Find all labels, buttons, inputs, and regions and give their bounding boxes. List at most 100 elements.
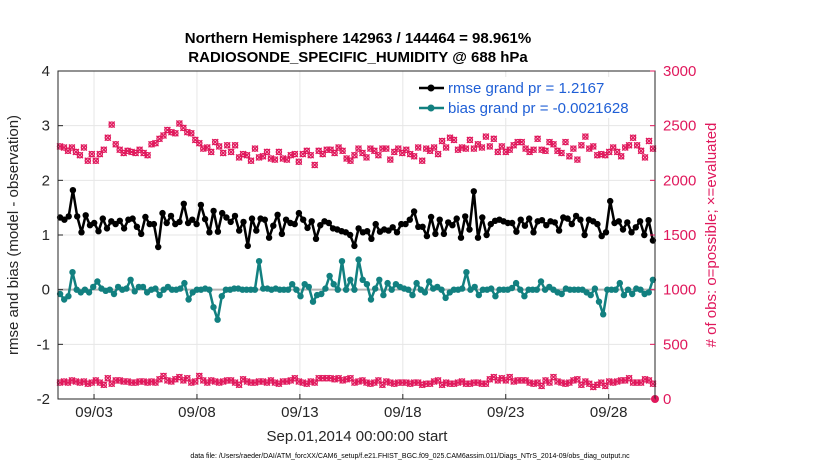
rmse-point	[201, 215, 209, 223]
obs-evaluated-marker-circle	[100, 381, 108, 389]
obs-possible-marker	[633, 142, 641, 149]
rmse-point	[180, 200, 187, 207]
rmse-point	[393, 229, 401, 236]
rmse-point	[645, 217, 652, 224]
obs-count-series	[56, 120, 659, 403]
bias-point	[85, 289, 93, 296]
obs-evaluated-marker	[573, 375, 581, 383]
bias-point	[413, 279, 420, 287]
obs-possible-marker	[470, 145, 478, 152]
bias-point	[558, 290, 565, 298]
obs-possible-cross	[466, 136, 474, 144]
rmse-point	[236, 227, 243, 234]
obs-evaluated-marker	[191, 378, 199, 385]
obs-evaluated-marker-circle	[176, 373, 183, 381]
rmse-point	[253, 227, 260, 234]
bias-point	[421, 289, 429, 296]
obs-possible-marker	[196, 139, 203, 147]
obs-possible-cross	[219, 149, 227, 157]
obs-possible-marker	[72, 148, 80, 156]
obs-possible-cross	[490, 135, 498, 143]
obs-evaluated-marker-circle	[490, 373, 498, 381]
obs-evaluated-marker	[100, 381, 108, 389]
rmse-point	[641, 231, 648, 239]
obs-possible-marker	[339, 147, 346, 155]
obs-possible-marker	[582, 133, 589, 140]
obs-possible-marker	[510, 142, 517, 149]
obs-possible-marker	[211, 138, 219, 146]
obs-possible-cross	[108, 121, 116, 129]
obs-possible-marker	[160, 132, 167, 139]
obs-possible-marker	[617, 153, 625, 160]
obs-possible-marker	[307, 151, 314, 159]
obs-possible-marker	[637, 147, 645, 155]
bias-point	[94, 278, 101, 285]
obs-possible-marker	[231, 142, 239, 149]
obs-evaluated-marker	[581, 378, 589, 385]
bias-point	[600, 311, 607, 318]
obs-possible-marker	[355, 145, 362, 152]
obs-possible-cross	[534, 135, 542, 143]
x-tick-label: 09/13	[281, 404, 319, 421]
obs-possible-marker	[605, 148, 613, 156]
obs-possible-marker	[88, 150, 96, 158]
obs-possible-cross	[207, 148, 215, 156]
obs-possible-marker	[514, 138, 521, 146]
rmse-point	[99, 215, 107, 222]
right-y-tick-label: 1500	[663, 227, 696, 244]
obs-possible-cross	[502, 148, 510, 156]
rmse-point	[436, 216, 443, 223]
obs-possible-marker	[327, 146, 334, 153]
obs-possible-cross	[414, 144, 422, 151]
obs-evaluated-marker	[546, 379, 553, 387]
rmse-point	[517, 216, 524, 223]
bias-point	[218, 293, 225, 300]
rmse-series	[56, 187, 657, 251]
right-y-tick-label: 0	[663, 391, 671, 408]
rmse-point	[538, 217, 546, 224]
legend-bias-marker	[427, 104, 435, 112]
rmse-point	[568, 220, 575, 228]
obs-evaluated-marker-circle	[347, 374, 354, 382]
bias-point	[156, 291, 163, 299]
left-y-tick-label: 0	[42, 282, 50, 299]
obs-possible-marker	[180, 124, 187, 132]
obs-evaluated-marker-circle	[311, 379, 318, 386]
obs-possible-cross	[144, 151, 152, 159]
obs-evaluated-marker-circle	[546, 379, 553, 386]
bias-point	[372, 285, 379, 292]
bias-point	[251, 286, 259, 293]
rmse-point	[526, 215, 533, 222]
obs-possible-marker	[391, 148, 398, 156]
obs-possible-marker	[629, 134, 637, 141]
rmse-point	[167, 212, 175, 220]
obs-evaluated-marker	[263, 379, 271, 387]
obs-evaluated-marker-circle	[637, 379, 645, 386]
obs-possible-cross	[629, 134, 637, 142]
right-y-tick-label: 2000	[663, 172, 696, 189]
obs-possible-marker	[645, 137, 653, 145]
obs-possible-cross	[171, 129, 179, 137]
obs-possible-marker	[271, 156, 279, 163]
obs-possible-marker	[602, 151, 609, 159]
legend-bias-label: bias grand pr = -0.0021628	[448, 100, 629, 117]
obs-possible-marker	[395, 145, 402, 152]
obs-possible-marker	[442, 144, 450, 151]
obs-evaluated-marker-circle	[291, 374, 299, 382]
obs-possible-marker	[383, 145, 390, 152]
right-y-tick-label: 500	[663, 336, 688, 353]
obs-possible-cross	[478, 144, 486, 151]
obs-evaluated-marker-circle	[625, 374, 633, 382]
rmse-point	[479, 214, 486, 221]
obs-possible-cross	[291, 150, 299, 158]
rmse-point	[462, 213, 469, 220]
obs-possible-cross	[195, 139, 203, 147]
obs-possible-cross	[88, 150, 96, 158]
obs-possible-marker	[156, 135, 163, 143]
rmse-point	[227, 218, 234, 226]
obs-possible-marker	[291, 150, 299, 158]
obs-possible-cross	[247, 157, 255, 165]
obs-possible-marker	[609, 144, 617, 151]
rmse-point	[325, 219, 332, 227]
obs-possible-marker	[132, 149, 139, 157]
